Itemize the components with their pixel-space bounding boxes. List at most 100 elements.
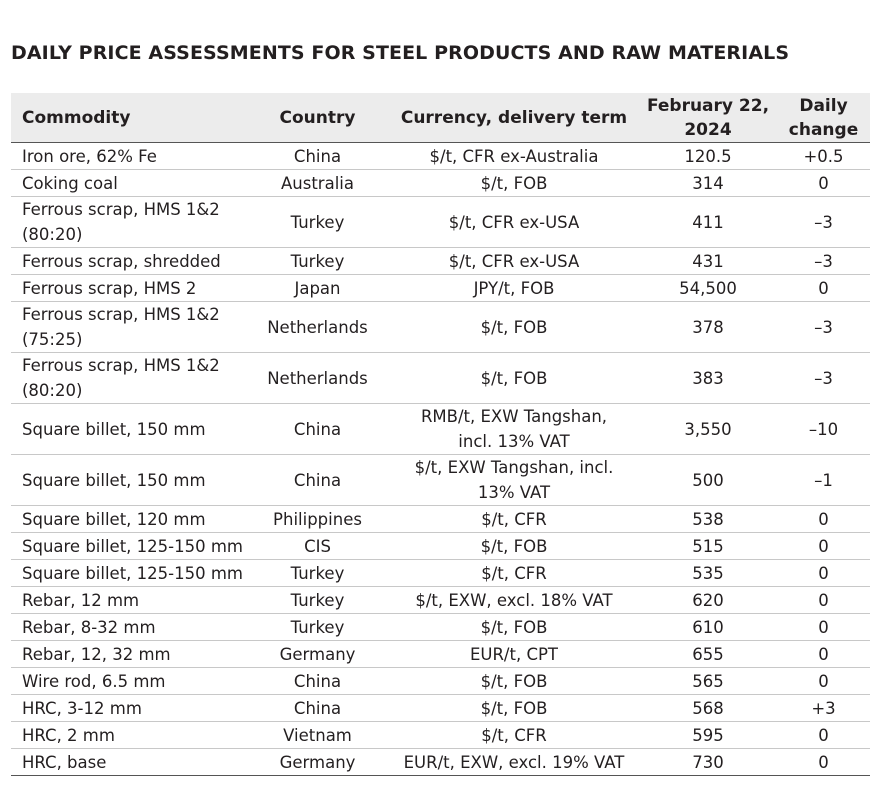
- table-row: Coking coal Australia $/t, FOB 314 0: [11, 169, 870, 197]
- commodity-cell-line: Ferrous scrap, HMS 1&2: [22, 305, 220, 324]
- price-cell: 565: [639, 667, 777, 695]
- price-cell: 431: [639, 247, 777, 275]
- column-header-change-line2: change: [788, 119, 859, 140]
- table-header-row: Commodity Country Currency, delivery ter…: [11, 93, 870, 143]
- table-row: Ferrous scrap, shredded Turkey $/t, CFR ex…: [11, 247, 870, 275]
- currency-cell-line: $/t, FOB: [480, 671, 548, 691]
- price-cell: 535: [639, 559, 777, 587]
- commodity-cell: HRC, 2 mm: [11, 721, 246, 749]
- price-cell: 730: [639, 748, 777, 776]
- price-cell: 620: [639, 586, 777, 614]
- currency-cell: $/t, CFR: [389, 505, 639, 533]
- country-cell: Turkey: [246, 196, 389, 248]
- table-row: Ferrous scrap, HMS 2 Japan JPY/t, FOB 54,50…: [11, 274, 870, 302]
- column-header-date-line2: 2024: [684, 119, 732, 140]
- currency-cell: $/t, FOB: [389, 352, 639, 404]
- daily-change-cell: 0: [777, 721, 870, 749]
- country-cell: China: [246, 694, 389, 722]
- currency-cell: $/t, CFR ex-USA: [389, 196, 639, 248]
- price-cell: 538: [639, 505, 777, 533]
- daily-change-cell: +3: [777, 694, 870, 722]
- currency-cell: $/t, CFR: [389, 559, 639, 587]
- table-row: Rebar, 12, 32 mm Germany EUR/t, CPT 655 0: [11, 640, 870, 668]
- daily-change-cell: 0: [777, 559, 870, 587]
- daily-change-cell: +0.5: [777, 142, 870, 170]
- table-row: Ferrous scrap, HMS 1&2 (80:20) Turkey $/t, …: [11, 196, 870, 248]
- commodity-cell-line: (80:20): [22, 225, 83, 244]
- daily-change-cell: 0: [777, 532, 870, 560]
- table-row: Ferrous scrap, HMS 1&2 (75:25) Netherlands…: [11, 301, 870, 353]
- commodity-cell: Ferrous scrap, HMS 1&2 (75:25): [11, 301, 246, 353]
- commodity-cell-line: Rebar, 12 mm: [22, 590, 140, 610]
- country-cell: Germany: [246, 640, 389, 668]
- commodity-cell-line: (80:20): [22, 381, 83, 400]
- table-row: Rebar, 12 mm Turkey $/t, EXW, excl. 18% VA…: [11, 586, 870, 614]
- commodity-cell: Rebar, 12 mm: [11, 586, 246, 614]
- commodity-cell-line: Ferrous scrap, HMS 2: [22, 278, 197, 298]
- commodity-cell: Wire rod, 6.5 mm: [11, 667, 246, 695]
- currency-cell-line: $/t, CFR ex-USA: [448, 251, 580, 271]
- currency-cell: $/t, FOB: [389, 667, 639, 695]
- commodity-cell-line: Coking coal: [22, 173, 118, 193]
- currency-cell: RMB/t, EXW Tangshan, incl. 13% VAT: [389, 403, 639, 455]
- daily-change-cell: 0: [777, 274, 870, 302]
- currency-cell: $/t, EXW Tangshan, incl. 13% VAT: [389, 454, 639, 506]
- daily-change-cell: 0: [777, 586, 870, 614]
- country-cell: Netherlands: [246, 352, 389, 404]
- country-cell: Turkey: [246, 613, 389, 641]
- country-cell: China: [246, 142, 389, 170]
- daily-change-cell: 0: [777, 667, 870, 695]
- column-header-change-line1: Daily: [799, 95, 848, 116]
- commodity-cell: Square billet, 125-150 mm: [11, 532, 246, 560]
- country-cell: CIS: [246, 532, 389, 560]
- country-cell: Japan: [246, 274, 389, 302]
- table-row: HRC, 3-12 mm China $/t, FOB 568 +3: [11, 694, 870, 722]
- currency-cell-line: EUR/t, EXW, excl. 19% VAT: [403, 752, 625, 772]
- daily-change-cell: –3: [777, 247, 870, 275]
- commodity-cell: Square billet, 150 mm: [11, 403, 246, 455]
- currency-cell: $/t, FOB: [389, 694, 639, 722]
- column-header-date: February 22, 2024: [639, 93, 777, 143]
- column-header-commodity: Commodity: [11, 93, 246, 143]
- currency-cell-line: $/t, CFR: [481, 563, 547, 583]
- currency-cell-line: RMB/t, EXW Tangshan,: [420, 407, 608, 426]
- page-title: DAILY PRICE ASSESSMENTS FOR STEEL PRODUC…: [11, 42, 790, 64]
- commodity-cell: HRC, 3-12 mm: [11, 694, 246, 722]
- daily-change-cell: 0: [777, 640, 870, 668]
- commodity-cell-line: (75:25): [22, 330, 83, 349]
- commodity-cell-line: Iron ore, 62% Fe: [22, 146, 157, 166]
- currency-cell-line: incl. 13% VAT: [458, 432, 570, 451]
- commodity-cell-line: Ferrous scrap, shredded: [22, 251, 221, 271]
- country-cell: Turkey: [246, 586, 389, 614]
- country-cell: China: [246, 667, 389, 695]
- commodity-cell: Square billet, 125-150 mm: [11, 559, 246, 587]
- currency-cell-line: $/t, CFR ex-USA: [448, 212, 580, 232]
- price-cell: 568: [639, 694, 777, 722]
- table-row: Square billet, 125-150 mm CIS $/t, FOB 515 0: [11, 532, 870, 560]
- daily-change-cell: –3: [777, 196, 870, 248]
- commodity-cell-line: Ferrous scrap, HMS 1&2: [22, 200, 220, 219]
- price-cell: 314: [639, 169, 777, 197]
- table-row: HRC, base Germany EUR/t, EXW, excl. 19% VA…: [11, 748, 870, 776]
- table-row: Rebar, 8-32 mm Turkey $/t, FOB 610 0: [11, 613, 870, 641]
- price-cell: 120.5: [639, 142, 777, 170]
- commodity-cell-line: Square billet, 150 mm: [22, 470, 206, 490]
- currency-cell-line: $/t, CFR: [481, 509, 547, 529]
- price-cell: 383: [639, 352, 777, 404]
- commodity-cell-line: HRC, 2 mm: [22, 725, 115, 745]
- country-cell: China: [246, 454, 389, 506]
- currency-cell: $/t, FOB: [389, 169, 639, 197]
- currency-cell-line: 13% VAT: [477, 483, 551, 502]
- commodity-cell: Rebar, 12, 32 mm: [11, 640, 246, 668]
- table-row: Iron ore, 62% Fe China $/t, CFR ex-Austral…: [11, 142, 870, 170]
- price-cell: 610: [639, 613, 777, 641]
- currency-cell-line: EUR/t, CPT: [469, 644, 559, 664]
- commodity-cell: Ferrous scrap, shredded: [11, 247, 246, 275]
- commodity-cell: HRC, base: [11, 748, 246, 776]
- column-header-currency: Currency, delivery term: [389, 93, 639, 143]
- currency-cell: EUR/t, EXW, excl. 19% VAT: [389, 748, 639, 776]
- price-cell: 54,500: [639, 274, 777, 302]
- table-body: Iron ore, 62% Fe China $/t, CFR ex-Austral…: [11, 142, 870, 776]
- commodity-cell-line: Wire rod, 6.5 mm: [22, 671, 166, 691]
- commodity-cell: Iron ore, 62% Fe: [11, 142, 246, 170]
